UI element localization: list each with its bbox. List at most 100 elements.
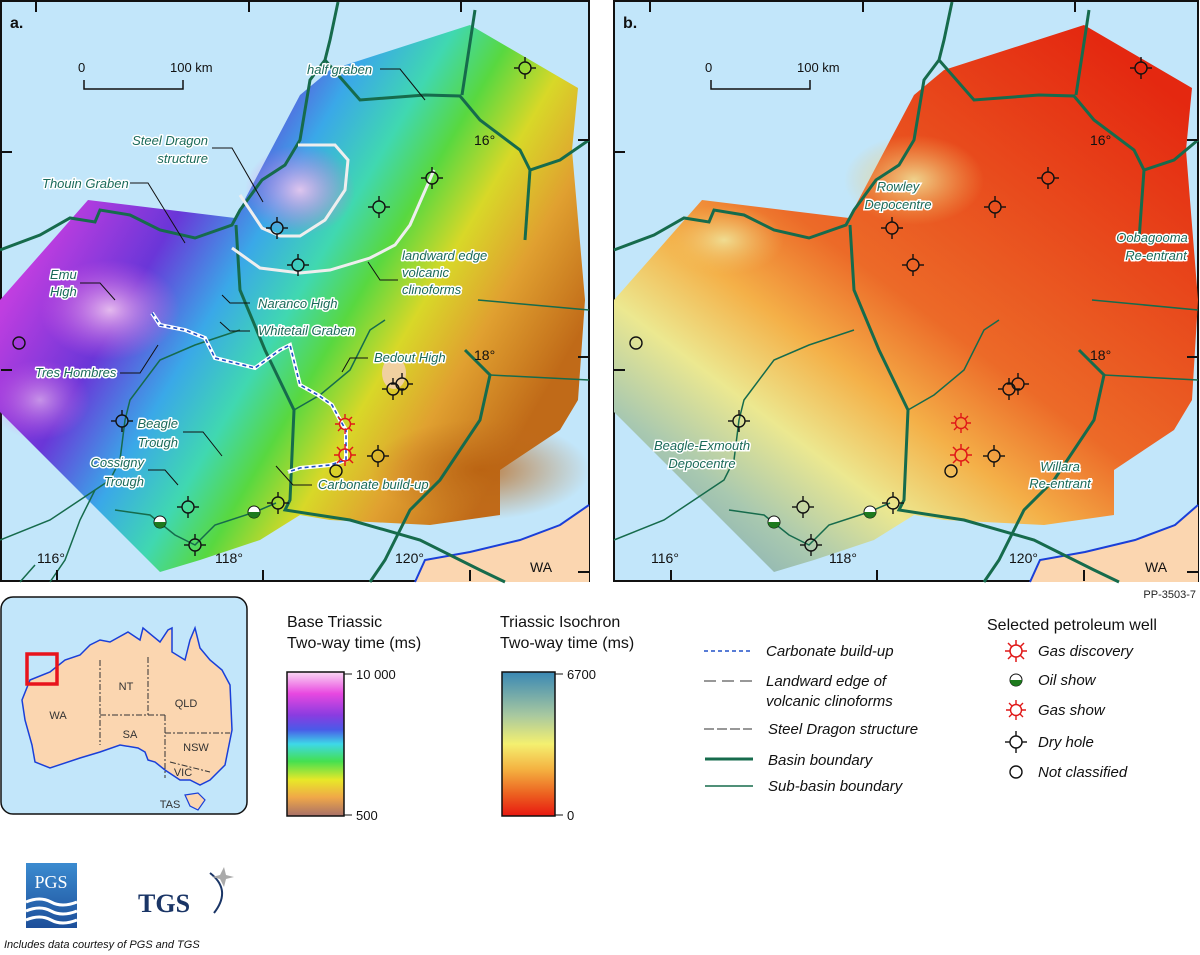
panel-label-a: a. (10, 15, 23, 32)
label-willara-2: Re-entrant (1029, 476, 1092, 491)
scale-zero: 0 (705, 60, 712, 75)
data-credit: Includes data courtesy of PGS and TGS (4, 939, 200, 951)
carbonate-buildup-dash (151, 312, 347, 473)
oil-show-icon[interactable] (767, 515, 781, 529)
lat-label: 16° (1090, 132, 1111, 148)
label-landward-edge-2: volcanic (402, 265, 449, 280)
coastline (1029, 504, 1199, 583)
legend-gas-show: Gas show (1038, 702, 1106, 719)
legend-oil-show: Oil show (1038, 672, 1097, 689)
state-label-wa: WA (530, 559, 553, 575)
lon-label: 116° (651, 550, 679, 566)
colorbar-a-min: 500 (356, 808, 378, 823)
colorbar-b-ramp (501, 671, 556, 817)
lat-label: 18° (1090, 347, 1111, 363)
colorbar-a-ramp (286, 671, 345, 817)
legend-steel-dragon: Steel Dragon structure (768, 721, 918, 738)
basin-boundary (0, 1, 340, 252)
line-legend: Carbonate build-up Landward edge of volc… (704, 643, 918, 795)
sub-basin-boundary (1103, 374, 1199, 381)
lon-label: 118° (215, 550, 243, 566)
state-sa: SA (123, 729, 138, 741)
legend-not-classified: Not classified (1038, 764, 1128, 781)
legend-landward-edge: Landward edge of (766, 673, 888, 690)
colorbar-a-max: 10 000 (356, 667, 396, 682)
oil-show-icon[interactable] (247, 505, 261, 519)
legend-dry-hole: Dry hole (1038, 734, 1094, 751)
sub-basin-boundary (613, 329, 855, 541)
label-emu-high-2: High (50, 284, 77, 299)
leader-lines-a (80, 68, 426, 486)
lon-label: 120° (1009, 550, 1038, 566)
not-classified-icon (1009, 765, 1023, 779)
graticule-ticks (614, 1, 1198, 581)
basin-boundary (848, 224, 1120, 584)
label-beagle-exmouth-2: Depocentre (668, 456, 735, 471)
western-high-area (0, 360, 90, 440)
land-wa (1030, 505, 1198, 582)
label-beagle-trough-2: Trough (138, 435, 178, 450)
label-whitetail-graben: Whitetail Graben (258, 323, 355, 338)
gas-discovery-icon (1004, 639, 1028, 663)
basin-boundary (523, 169, 532, 241)
basin-boundary (1074, 9, 1091, 96)
label-beagle-exmouth: Beagle-Exmouth (654, 438, 750, 453)
sub-basin-boundary (477, 299, 590, 311)
oil-show-icon[interactable] (153, 515, 167, 529)
lon-label: 116° (37, 550, 65, 566)
basin-boundary (613, 1, 954, 252)
map-panel-a: a. 0 100 km half graben Steel Dragon str… (0, 0, 590, 584)
scale-bar-b: 0 100 km (705, 60, 840, 90)
coastline (414, 504, 590, 583)
oil-show-icon[interactable] (863, 505, 877, 519)
map-panel-b: b. 0 100 km Rowley Depocentre Oobagooma … (613, 0, 1199, 584)
state-qld: QLD (175, 698, 198, 710)
sub-basin-boundary (0, 329, 241, 541)
gas-show-icon (1005, 699, 1027, 721)
australia-outline (21, 625, 233, 786)
legend-gas-discovery: Gas discovery (1038, 643, 1135, 660)
label-thouin-graben: Thouin Graben (42, 176, 129, 191)
scale-end: 100 km (170, 60, 213, 75)
state-nsw: NSW (183, 742, 209, 754)
sub-basin-boundary (19, 564, 36, 583)
lon-label: 118° (829, 550, 857, 566)
tgs-logo-text: TGS (138, 889, 190, 918)
label-landward-edge-3: clinoforms (402, 282, 462, 297)
scale-zero: 0 (78, 60, 85, 75)
southern-shallow-area (370, 420, 590, 520)
oil-show-icon (1009, 673, 1023, 687)
location-inset-map: WA NT QLD SA NSW VIC TAS (0, 596, 248, 815)
label-tres-hombres: Tres Hombres (35, 365, 117, 380)
label-bedout-high: Bedout High (374, 350, 446, 365)
pgs-logo-text: PGS (34, 872, 67, 892)
state-tas: TAS (160, 799, 181, 811)
sub-basin-boundary (1091, 299, 1199, 311)
state-wa: WA (49, 710, 67, 722)
label-naranco-high: Naranco High (258, 296, 338, 311)
emu-high-area (40, 260, 180, 360)
panel-label-b: b. (623, 15, 637, 32)
state-vic: VIC (174, 767, 192, 779)
label-emu-high: Emu (50, 267, 77, 282)
basin-boundary (234, 224, 506, 584)
label-willara: Willara (1040, 459, 1080, 474)
landward-edge-line (231, 169, 436, 275)
sub-basin-boundary (907, 319, 1000, 411)
basin-boundary (937, 59, 1199, 172)
colorbar-a: Base Triassic Two-way time (ms) 10 000 5… (286, 614, 421, 823)
state-label-wa: WA (1145, 559, 1168, 575)
colorbar-b-min: 0 (567, 808, 574, 823)
label-oobagooma: Oobagooma (1116, 230, 1188, 245)
state-borders (99, 657, 230, 778)
legend-sub-basin-boundary: Sub-basin boundary (768, 778, 904, 795)
label-cossigny-trough: Cossigny (91, 455, 146, 470)
legend-basin-boundary: Basin boundary (768, 752, 874, 769)
label-steel-dragon: Steel Dragon (132, 133, 208, 148)
legend-landward-edge-2: volcanic clinoforms (766, 693, 893, 710)
western-shallow-area (664, 205, 784, 275)
colorbar-b-title: Triassic Isochron (500, 614, 620, 631)
label-landward-edge: landward edge (402, 248, 487, 263)
label-rowley-depocentre-2: Depocentre (864, 197, 931, 212)
